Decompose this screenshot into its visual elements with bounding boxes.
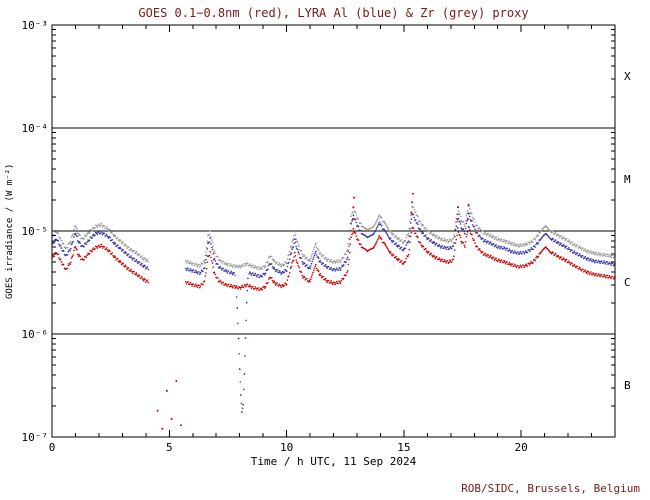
svg-text:C: C — [624, 276, 631, 289]
svg-text:20: 20 — [515, 441, 528, 454]
svg-text:X: X — [624, 70, 631, 83]
svg-text:0: 0 — [49, 441, 56, 454]
svg-text:15: 15 — [397, 441, 410, 454]
svg-text:10⁻⁶: 10⁻⁶ — [22, 328, 49, 341]
y-axis-label: GOES irradiance / (W m⁻²) — [5, 163, 15, 299]
svg-text:10: 10 — [280, 441, 293, 454]
chart-title: GOES 0.1−0.8nm (red), LYRA Al (blue) & Z… — [138, 6, 529, 20]
svg-text:10⁻⁴: 10⁻⁴ — [22, 122, 49, 135]
svg-text:B: B — [624, 379, 631, 392]
svg-text:10⁻⁷: 10⁻⁷ — [22, 431, 49, 444]
svg-text:M: M — [624, 173, 631, 186]
svg-text:5: 5 — [166, 441, 173, 454]
svg-text:10⁻³: 10⁻³ — [22, 19, 49, 32]
x-axis-label: Time / h UTC, 11 Sep 2024 — [250, 455, 417, 468]
svg-text:10⁻⁵: 10⁻⁵ — [22, 225, 49, 238]
credit-text: ROB/SIDC, Brussels, Belgium — [461, 482, 640, 495]
